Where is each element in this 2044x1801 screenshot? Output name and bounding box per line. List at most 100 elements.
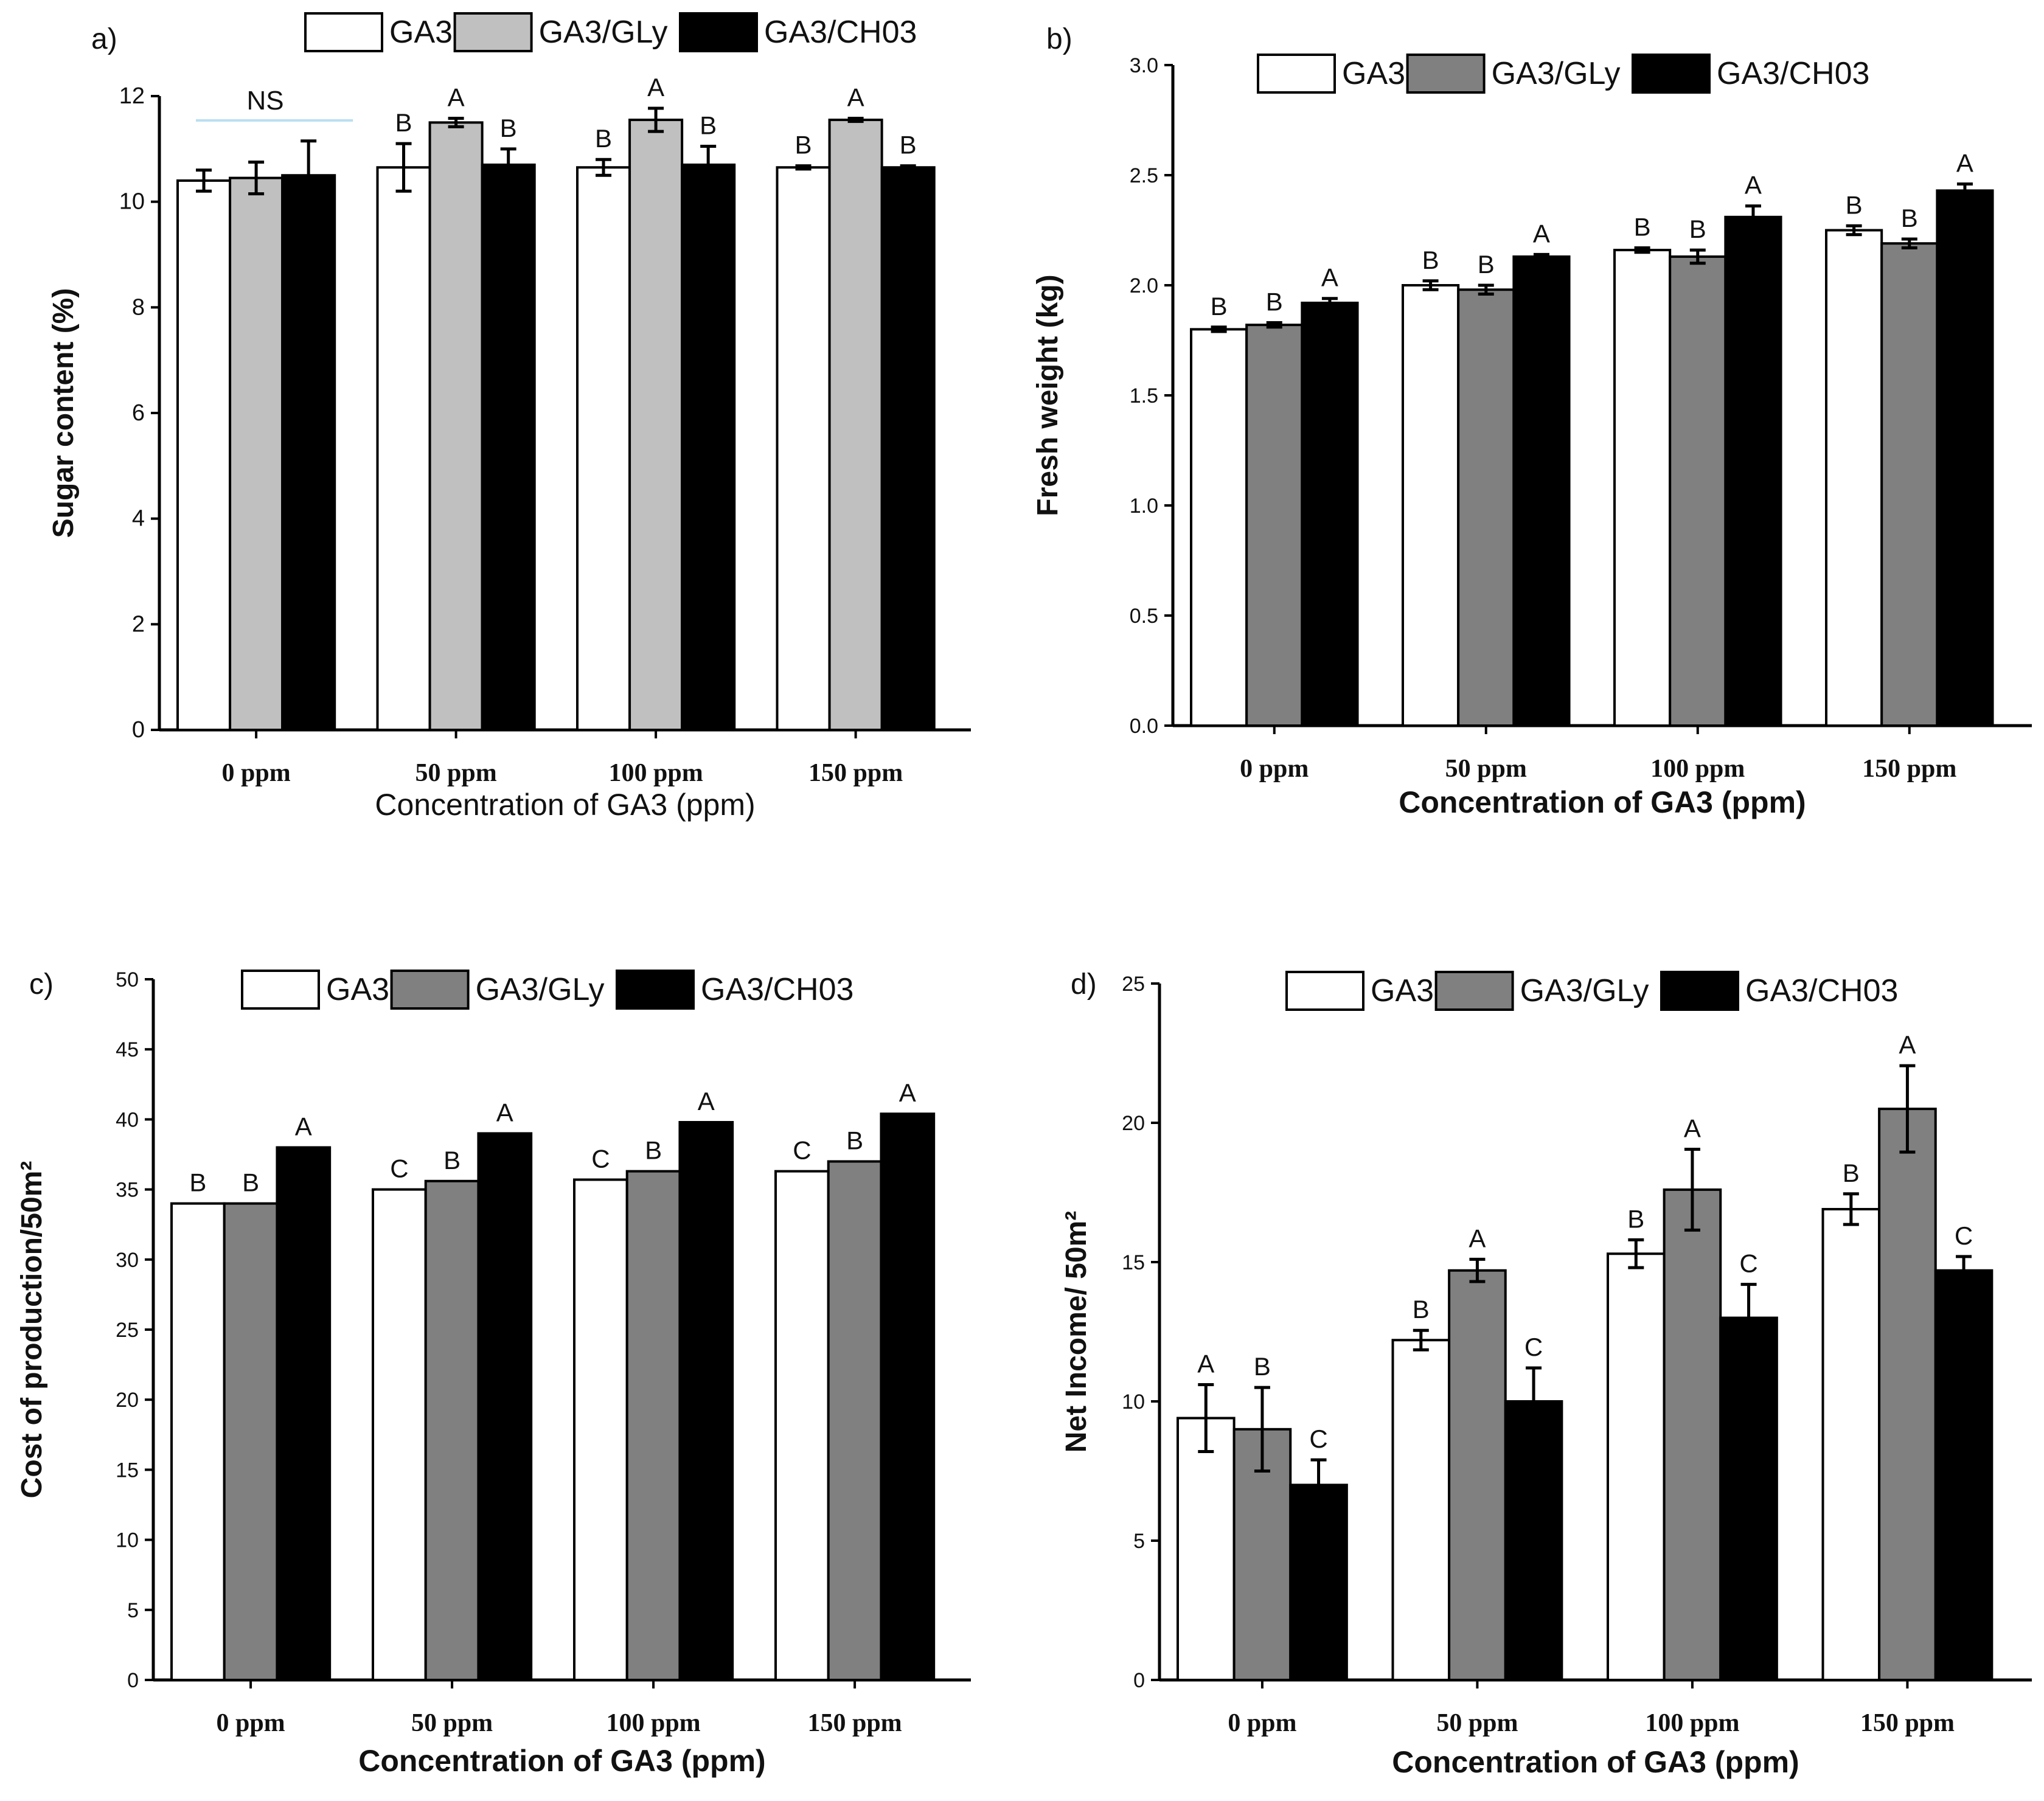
y-tick-label: 5 <box>1133 1530 1145 1553</box>
bar-ga3-gly-100ppm <box>625 1170 681 1681</box>
y-tick-label: 25 <box>1122 973 1145 996</box>
legend: GA3 GA3/GLy GA3/CH03 <box>241 970 853 1010</box>
bar-ga3-100ppm <box>1613 249 1672 727</box>
chart-panel-2: b) 0.0 0.5 1.0 1.5 2.0 2.5 3.0 0 ppm B B A 50 ppm B B A… <box>1032 23 2032 819</box>
legend-swatch <box>390 970 470 1010</box>
significance-letter: A <box>1899 1030 1916 1059</box>
significance-letter: B <box>1422 246 1439 274</box>
y-tick-label: 20 <box>1122 1112 1145 1135</box>
significance-letter: A <box>847 83 864 111</box>
significance-letter: A <box>698 1087 715 1116</box>
y-tick-label: 40 <box>116 1108 139 1131</box>
bar-ga3-150ppm <box>776 166 831 732</box>
y-tick-label: 1.5 <box>1130 384 1158 408</box>
y-tick-label: 50 <box>116 968 139 991</box>
bar-ga3-ch03-100ppm <box>678 1121 734 1682</box>
x-tick-label: 50 ppm <box>415 759 496 787</box>
y-axis-title: Net Income/ 50m² <box>1060 1211 1093 1452</box>
bar-ga3-ch03-0ppm <box>1301 301 1359 727</box>
significance-letter: B <box>189 1168 206 1197</box>
bar-ga3-gly-150ppm <box>827 1160 883 1681</box>
significance-letter: B <box>1413 1295 1430 1324</box>
bar-ga3-50ppm <box>1391 1339 1451 1681</box>
x-tick-label: 0 ppm <box>1228 1709 1296 1737</box>
x-tick-label: 100 ppm <box>608 759 703 787</box>
bar-ga3-100ppm <box>1607 1252 1666 1681</box>
y-tick-label: 15 <box>1122 1251 1145 1274</box>
significance-letter: A <box>647 73 664 102</box>
x-tick-label: 150 ppm <box>808 759 903 787</box>
significance-letter: B <box>700 111 717 139</box>
significance-letter: B <box>1846 190 1863 219</box>
x-tick-label: 150 ppm <box>1862 755 1956 783</box>
bar-ga3-0ppm <box>1190 328 1248 727</box>
significance-letter: C <box>390 1154 408 1183</box>
y-tick-label: 0.5 <box>1130 605 1158 628</box>
bar-ga3-gly-0ppm <box>229 176 284 731</box>
x-tick-label: 0 ppm <box>216 1709 285 1737</box>
y-tick-label: 10 <box>116 1529 139 1552</box>
legend-label: GA3 <box>1342 56 1405 91</box>
bar-ga3-0ppm <box>170 1202 226 1681</box>
bar-ga3-ch03-50ppm <box>481 163 536 731</box>
significance-letter: A <box>1469 1224 1486 1252</box>
legend-swatch <box>616 970 695 1010</box>
significance-letter: B <box>1211 292 1228 321</box>
y-tick-label: 25 <box>116 1319 139 1342</box>
panel-label: a) <box>91 23 117 55</box>
x-tick-label: 50 ppm <box>411 1709 493 1737</box>
bar-ga3-ch03-50ppm <box>1512 255 1571 727</box>
bar-ga3-ch03-0ppm <box>1289 1483 1348 1681</box>
panel-label: c) <box>29 968 54 1001</box>
x-axis-title: Concentration of GA3 (ppm) <box>1399 785 1806 819</box>
bar-ga3-gly-150ppm <box>828 119 883 731</box>
significance-letter: A <box>1956 148 1973 177</box>
legend-swatch <box>1434 971 1514 1011</box>
bar-ga3-0ppm <box>176 179 232 731</box>
bar-ga3-50ppm <box>1402 284 1460 727</box>
significance-letter: B <box>443 1146 461 1175</box>
significance-letter: B <box>1254 1352 1271 1381</box>
bar-ga3-100ppm <box>576 166 631 732</box>
bar-ga3-0ppm <box>1177 1417 1236 1681</box>
y-tick-label: 20 <box>116 1389 139 1412</box>
bar-ga3-ch03-150ppm <box>1934 1269 1994 1681</box>
bar-ga3-ch03-100ppm <box>1724 215 1782 727</box>
x-tick-label: 0 ppm <box>1240 755 1309 783</box>
significance-letter: A <box>1197 1350 1214 1378</box>
bar-ga3-ch03-150ppm <box>1936 189 1994 727</box>
significance-letter: A <box>448 83 465 111</box>
y-tick-label: 12 <box>119 83 145 109</box>
y-tick-label: 4 <box>132 506 145 532</box>
bar-ga3-ch03-50ppm <box>477 1132 533 1681</box>
legend-label: GA3/GLy <box>1492 56 1621 91</box>
legend-swatch <box>1632 54 1711 94</box>
significance-letter: C <box>1309 1424 1327 1453</box>
y-tick-label: 30 <box>116 1249 139 1272</box>
y-tick-label: 6 <box>132 400 145 426</box>
x-tick-label: 50 ppm <box>1436 1709 1518 1737</box>
bar-ga3-gly-50ppm <box>424 1179 480 1681</box>
y-tick-label: 45 <box>116 1038 139 1061</box>
bar-ga3-gly-100ppm <box>1669 255 1727 727</box>
bar-ga3-100ppm <box>573 1178 628 1682</box>
x-axis-title: Concentration of GA3 (ppm) <box>358 1744 765 1778</box>
panel-label: b) <box>1046 23 1072 55</box>
legend-swatch <box>679 12 758 52</box>
panel-label: d) <box>1071 968 1097 1001</box>
significance-letter: C <box>1524 1333 1543 1361</box>
bar-ga3-ch03-100ppm <box>681 163 736 731</box>
significance-letter: A <box>295 1112 312 1140</box>
y-tick-label: 2 <box>132 611 145 637</box>
x-tick-label: 50 ppm <box>1445 755 1527 783</box>
bar-ga3-ch03-100ppm <box>1719 1316 1778 1682</box>
significance-letter: B <box>242 1168 259 1197</box>
y-axis-title: Fresh weight (kg) <box>1032 274 1064 516</box>
bar-ga3-ch03-0ppm <box>281 174 336 731</box>
x-axis-title: Concentration of GA3 (ppm) <box>1392 1745 1799 1779</box>
bar-ga3-gly-150ppm <box>1880 242 1939 727</box>
legend-label: GA3 <box>389 15 453 50</box>
legend: GA3 GA3/GLy GA3/CH03 <box>1257 54 1869 94</box>
significance-letter: A <box>1533 219 1550 248</box>
